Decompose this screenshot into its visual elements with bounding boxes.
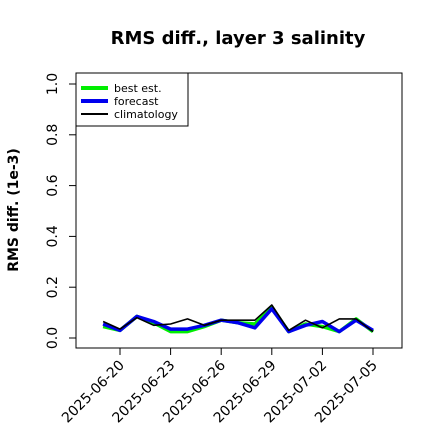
- y-tick-label: 1.0: [45, 73, 61, 95]
- legend-label-forecast: forecast: [114, 95, 159, 108]
- series-line-climatology: [102, 304, 374, 333]
- x-axis: 2025-06-202025-06-232025-06-262025-06-29…: [59, 348, 381, 426]
- chart-title: RMS diff., layer 3 salinity: [111, 28, 366, 49]
- y-tick-label: 0.8: [45, 124, 61, 146]
- legend: best est. forecast climatology: [75, 72, 189, 127]
- legend-label-best-est: best est.: [114, 82, 162, 95]
- y-tick-label: 0.4: [45, 225, 61, 247]
- y-tick-label: 0.0: [45, 327, 61, 349]
- series-lines: [102, 304, 375, 334]
- y-tick-label: 0.6: [45, 174, 61, 196]
- legend-label-climatology: climatology: [114, 108, 178, 121]
- plot-area: [75, 72, 403, 349]
- y-axis-label: RMS diff. (1e-3): [6, 148, 22, 272]
- y-tick-label: 0.2: [45, 276, 61, 298]
- y-axis: 0.0 0.2 0.4 0.6 0.8 1.0: [45, 73, 76, 349]
